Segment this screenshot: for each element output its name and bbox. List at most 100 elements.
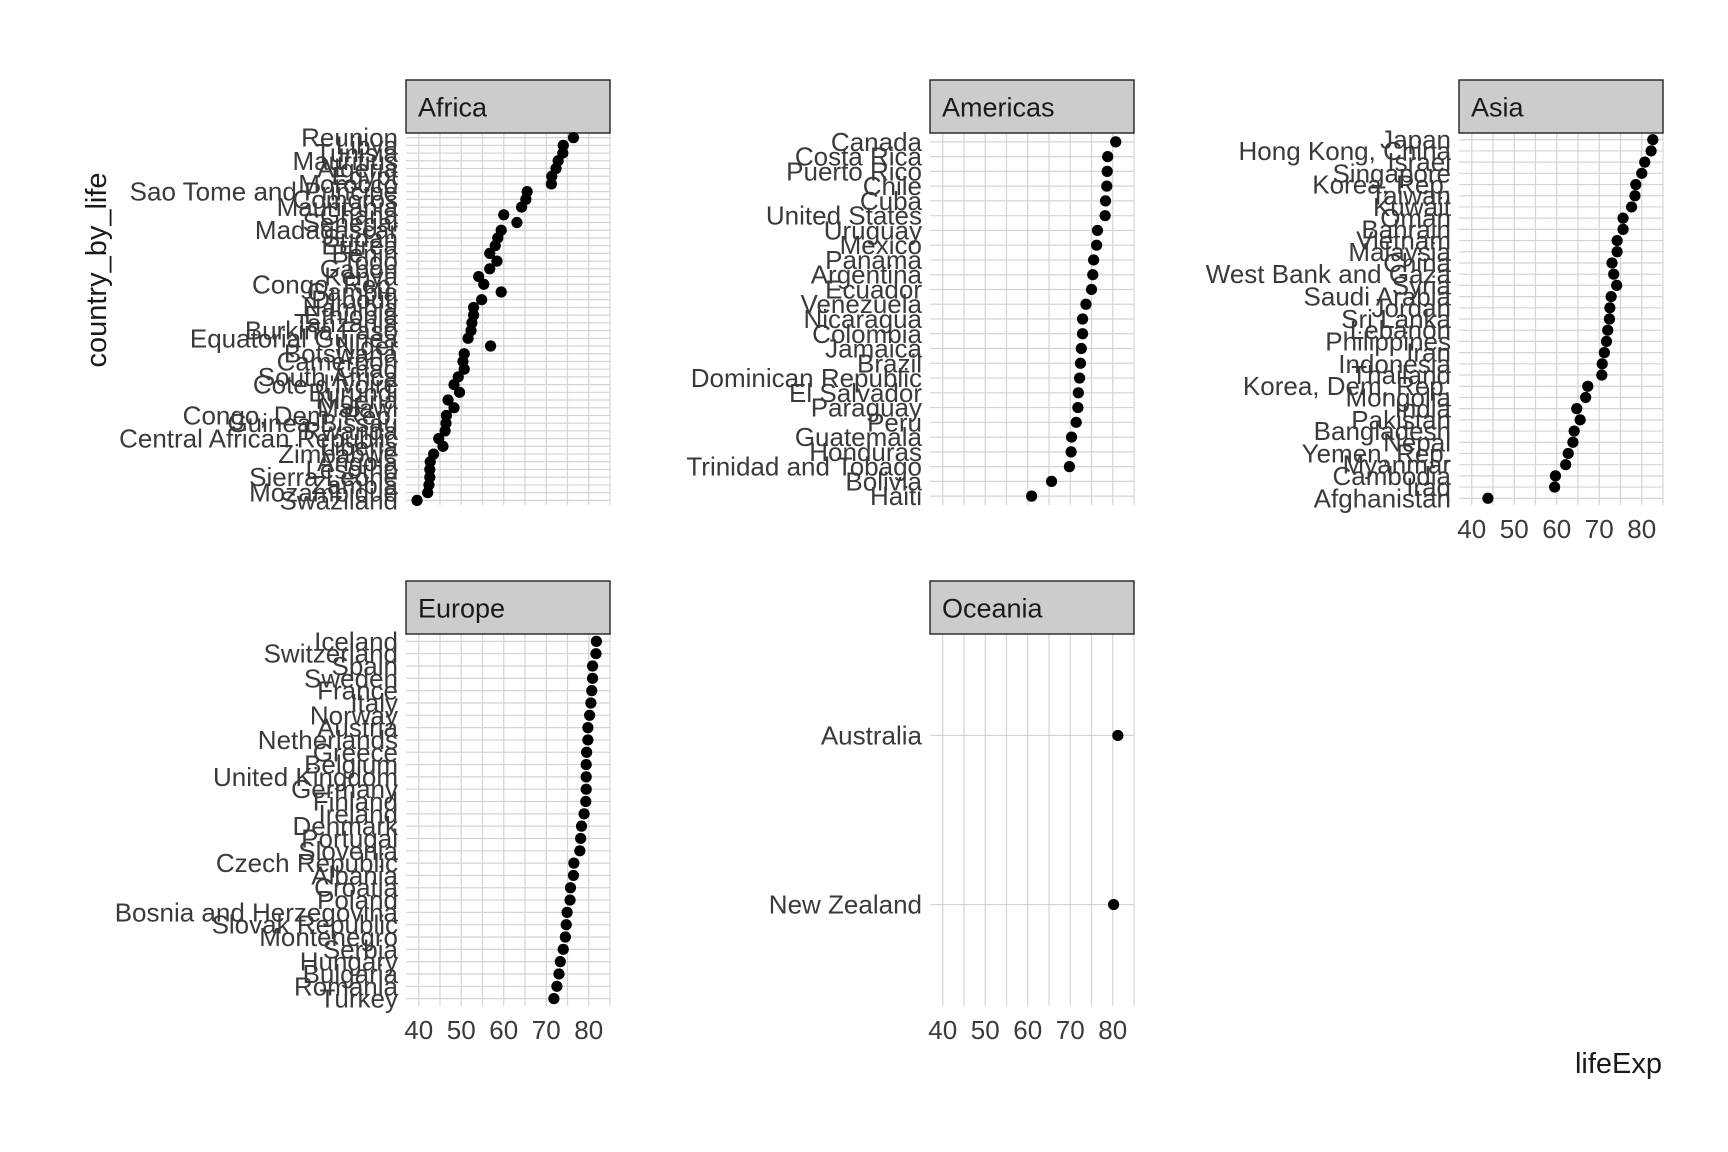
- data-point: [1629, 190, 1641, 202]
- country-label: Zambia: [311, 470, 398, 500]
- data-point: [1625, 201, 1638, 213]
- facet-panel-oceania: Oceania Australia New Zealand 40 50 60 70 80: [769, 580, 1135, 1045]
- data-point: [478, 278, 490, 290]
- data-point: [495, 286, 507, 298]
- country-label: Poland: [317, 885, 398, 915]
- country-label: Kenya: [324, 262, 398, 292]
- country-label: Libya: [336, 130, 399, 160]
- x-tick-label: 40: [928, 1015, 957, 1045]
- country-label: Turkey: [320, 984, 399, 1014]
- data-point: [545, 178, 557, 190]
- data-point: [1602, 324, 1614, 336]
- country-label: Puerto Rico: [786, 156, 922, 186]
- data-point: [1099, 195, 1112, 207]
- x-tick-label: 80: [1098, 1015, 1127, 1045]
- data-point: [1091, 224, 1104, 237]
- country-label: Thailand: [1351, 360, 1451, 390]
- y-axis-title: country_by_life: [81, 172, 113, 367]
- data-point: [411, 494, 423, 506]
- country-label: Burkina Faso: [245, 316, 398, 346]
- data-point: [574, 845, 586, 857]
- data-point: [489, 240, 501, 252]
- country-label: Niger: [336, 331, 398, 361]
- data-point: [1611, 234, 1623, 247]
- facet-strip-label: Americas: [942, 93, 1055, 123]
- country-label: Dominican Republic: [691, 363, 922, 393]
- country-label: Bulgaria: [303, 959, 399, 989]
- country-label: Albania: [311, 860, 398, 890]
- country-label: Malaysia: [1348, 237, 1451, 267]
- country-label: Venezuela: [801, 289, 923, 319]
- country-label: Chad: [336, 354, 398, 384]
- country-label: Liberia: [320, 431, 399, 461]
- country-label: Ireland: [319, 799, 399, 829]
- country-label: Togo: [342, 246, 398, 276]
- data-point: [1604, 302, 1616, 314]
- data-point: [1630, 178, 1642, 191]
- x-tick-label: 40: [1457, 514, 1486, 544]
- country-label: Slovak Republic: [212, 910, 398, 940]
- country-label: Israel: [1387, 147, 1451, 177]
- facet-panels: Africa ReunionLibyaTunisiaMauritiusAlgeri…: [115, 79, 1664, 1045]
- country-label: Myanmar: [1343, 450, 1452, 480]
- data-point: [442, 394, 454, 406]
- data-point: [1596, 358, 1608, 370]
- data-point: [1063, 461, 1075, 473]
- x-tick-label: 50: [447, 1015, 476, 1045]
- country-label: El Salvador: [789, 378, 922, 408]
- data-point: [467, 301, 480, 314]
- data-point: [453, 386, 466, 398]
- country-label: France: [317, 676, 398, 706]
- data-point: [484, 263, 496, 275]
- country-label: Bangladesh: [1314, 416, 1451, 446]
- data-point: [1582, 380, 1594, 392]
- data-point: [553, 968, 565, 980]
- data-point: [1603, 313, 1616, 325]
- x-tick-label: 60: [1013, 1015, 1042, 1045]
- country-label: Pakistan: [1351, 405, 1451, 435]
- data-point: [1636, 167, 1648, 179]
- country-label: Swaziland: [279, 485, 398, 515]
- country-label: Singapore: [1332, 158, 1451, 188]
- country-label: Comoros: [293, 184, 398, 214]
- country-label: Djibouti: [311, 285, 398, 315]
- data-point: [1562, 447, 1574, 460]
- country-label: Senegal: [303, 208, 398, 238]
- country-label: Canada: [831, 127, 923, 157]
- country-label: Algeria: [317, 154, 398, 184]
- country-label: Mozambique: [249, 478, 398, 508]
- data-point: [1072, 387, 1084, 399]
- data-point: [1088, 254, 1100, 266]
- data-point: [1611, 279, 1623, 291]
- data-point: [1580, 391, 1592, 404]
- country-label: Slovenia: [298, 836, 398, 866]
- country-label: Vietnam: [1356, 226, 1451, 256]
- data-point: [1574, 414, 1586, 426]
- country-label: Iran: [1406, 338, 1451, 368]
- data-point: [586, 672, 599, 684]
- country-label: Ecuador: [825, 274, 922, 304]
- data-point: [1108, 898, 1120, 911]
- country-label: United States: [766, 201, 922, 231]
- facet-panel-europe: Europe IcelandSwitzerlandSpainSwedenFranc…: [115, 580, 611, 1045]
- facet-strip: [405, 580, 611, 635]
- country-label: Equatorial Guinea: [190, 323, 399, 353]
- data-point: [1074, 372, 1086, 384]
- country-label: Hungary: [300, 947, 398, 977]
- country-label: Hong Kong, China: [1239, 136, 1452, 166]
- data-point: [1080, 298, 1092, 310]
- data-point: [590, 648, 602, 660]
- country-label: Uruguay: [824, 215, 922, 245]
- data-point: [1025, 490, 1038, 502]
- facet-strip: [929, 79, 1135, 134]
- country-label: Indonesia: [1338, 349, 1451, 379]
- data-point: [1091, 239, 1103, 251]
- data-point: [1087, 269, 1099, 281]
- data-point: [1645, 145, 1657, 157]
- country-label: Peru: [867, 407, 922, 437]
- data-point: [1617, 223, 1629, 235]
- data-point: [1102, 151, 1114, 163]
- country-label: Belgium: [304, 750, 398, 780]
- x-tick-label: 80: [574, 1015, 603, 1045]
- country-label: Rwanda: [303, 416, 399, 446]
